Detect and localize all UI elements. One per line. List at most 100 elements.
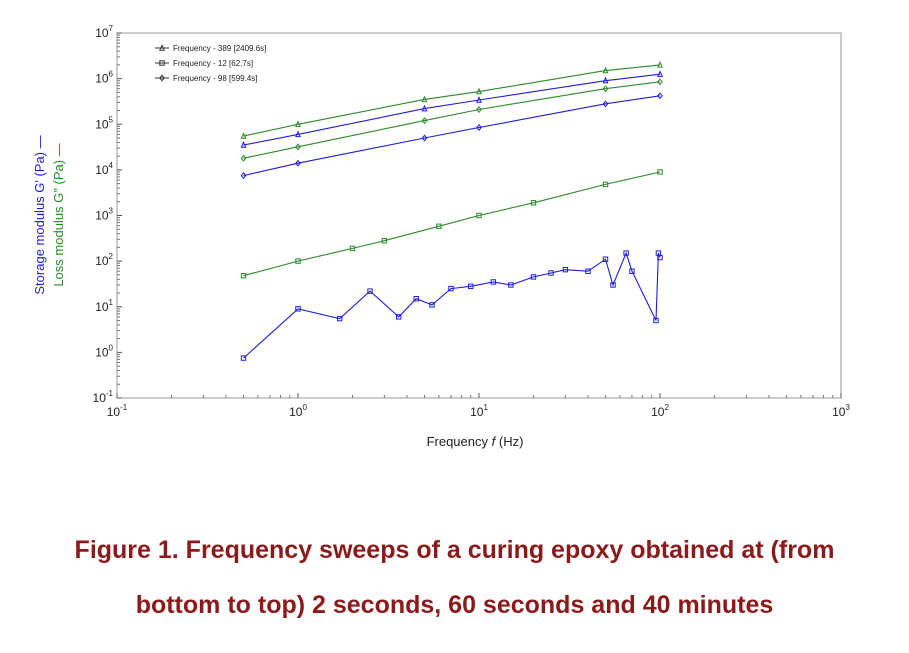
x-axis-label: Frequency f (Hz) bbox=[427, 434, 524, 449]
data-point bbox=[602, 181, 609, 188]
x-tick-label: 103 bbox=[832, 403, 850, 419]
data-point bbox=[448, 285, 454, 292]
y-tick-label-base: 10 bbox=[93, 391, 107, 405]
data-point bbox=[468, 283, 474, 290]
figure-caption-line-1: Figure 1. Frequency sweeps of a curing e… bbox=[74, 536, 835, 564]
data-point bbox=[476, 87, 482, 95]
data-point bbox=[381, 238, 388, 244]
y-axis-label-loss: Loss modulus G″ (Pa) — bbox=[51, 143, 66, 286]
data-point bbox=[602, 66, 609, 74]
series-line bbox=[243, 95, 661, 177]
y-tick-label-base: 10 bbox=[95, 72, 109, 86]
data-point bbox=[657, 78, 663, 86]
data-point bbox=[653, 317, 659, 324]
data-point bbox=[476, 212, 482, 219]
data-point bbox=[395, 314, 402, 320]
series-3 bbox=[240, 92, 663, 180]
data-point bbox=[240, 172, 247, 180]
series-2 bbox=[240, 78, 663, 162]
data-point bbox=[629, 268, 635, 274]
data-point bbox=[530, 274, 537, 280]
y-tick-label: 102 bbox=[95, 252, 113, 268]
data-point bbox=[602, 76, 609, 84]
legend-entry-label: Frequency - 389 [2409.6s] bbox=[173, 44, 266, 53]
y-tick-label: 107 bbox=[95, 24, 113, 40]
legend-entry-label: Frequency - 12 [62.7s] bbox=[173, 59, 253, 68]
y-tick-label-base: 10 bbox=[95, 163, 109, 177]
x-tick-label: 102 bbox=[651, 403, 669, 419]
legend-marker bbox=[159, 44, 165, 51]
y-tick-label-base: 10 bbox=[95, 254, 109, 268]
data-point bbox=[240, 141, 247, 148]
data-point bbox=[602, 256, 609, 262]
data-point bbox=[295, 120, 301, 127]
x-tick-label-exp: -1 bbox=[120, 403, 128, 412]
data-point bbox=[490, 279, 497, 285]
y-tick-label-base: 10 bbox=[95, 345, 109, 359]
x-tick-label-exp: 3 bbox=[845, 403, 850, 412]
data-point bbox=[421, 104, 428, 112]
x-tick-label-exp: 0 bbox=[302, 403, 307, 412]
data-point bbox=[623, 250, 629, 256]
series-5 bbox=[240, 250, 663, 361]
series-group bbox=[240, 60, 663, 361]
x-tick-label-base: 10 bbox=[651, 405, 665, 419]
data-point bbox=[476, 123, 482, 131]
series-line bbox=[243, 251, 661, 359]
x-tick-label-base: 10 bbox=[470, 405, 484, 419]
data-point bbox=[337, 315, 343, 322]
data-point bbox=[548, 270, 554, 276]
data-point bbox=[367, 288, 373, 294]
y-tick-label-exp: 4 bbox=[109, 161, 114, 170]
legend-entry-label: Frequency - 98 [599.4s] bbox=[173, 74, 258, 83]
y-tick-label-base: 10 bbox=[95, 117, 109, 131]
data-point bbox=[295, 130, 301, 138]
data-point bbox=[657, 254, 663, 261]
x-tick-label-exp: 2 bbox=[664, 403, 669, 412]
data-point bbox=[508, 282, 514, 288]
x-axis-label-unit: (Hz) bbox=[499, 434, 524, 449]
x-axis: 10-1 100 101 102 103 bbox=[107, 393, 850, 419]
y-tick-label-base: 10 bbox=[95, 209, 109, 223]
data-point bbox=[421, 117, 428, 125]
series-line bbox=[243, 73, 661, 146]
y-tick-label-exp: 7 bbox=[109, 24, 114, 33]
series-0 bbox=[240, 60, 663, 139]
y-tick-label-base: 10 bbox=[95, 26, 109, 40]
series-1 bbox=[240, 70, 663, 148]
data-point bbox=[295, 258, 301, 264]
data-point bbox=[657, 169, 663, 175]
y-tick-label-base: 10 bbox=[95, 300, 109, 314]
data-point bbox=[349, 245, 356, 252]
x-tick-label: 100 bbox=[289, 403, 307, 419]
series-line bbox=[243, 81, 661, 159]
data-point bbox=[476, 96, 482, 103]
x-tick-label-base: 10 bbox=[289, 405, 303, 419]
legend-marker bbox=[159, 60, 165, 66]
data-point bbox=[429, 302, 435, 308]
data-point bbox=[240, 272, 247, 279]
data-point bbox=[657, 60, 663, 68]
y-tick-label: 105 bbox=[95, 115, 113, 131]
legend: Frequency - 389 [2409.6s] Frequency - 12 … bbox=[155, 44, 266, 83]
y-tick-label-exp: 0 bbox=[109, 343, 114, 352]
data-point bbox=[585, 268, 591, 274]
y-tick-label: 10-1 bbox=[93, 389, 114, 405]
x-tick-label-base: 10 bbox=[832, 405, 846, 419]
y-tick-label: 100 bbox=[95, 343, 113, 359]
x-tick-label-base: 10 bbox=[107, 405, 121, 419]
y-tick-label: 101 bbox=[95, 298, 113, 314]
data-point bbox=[562, 266, 569, 273]
y-tick-label-exp: 1 bbox=[109, 298, 114, 307]
y-tick-label-exp: 2 bbox=[109, 252, 114, 261]
x-tick-label-exp: 1 bbox=[483, 403, 488, 412]
data-point bbox=[657, 92, 663, 100]
series-line bbox=[243, 171, 661, 277]
series-4 bbox=[240, 169, 663, 279]
chart: 10-1 100 101 102 103 10-11001011021031041051… bbox=[32, 24, 850, 449]
data-point bbox=[530, 200, 537, 206]
legend-marker bbox=[159, 74, 165, 82]
data-point bbox=[240, 132, 247, 139]
data-point bbox=[295, 159, 301, 167]
